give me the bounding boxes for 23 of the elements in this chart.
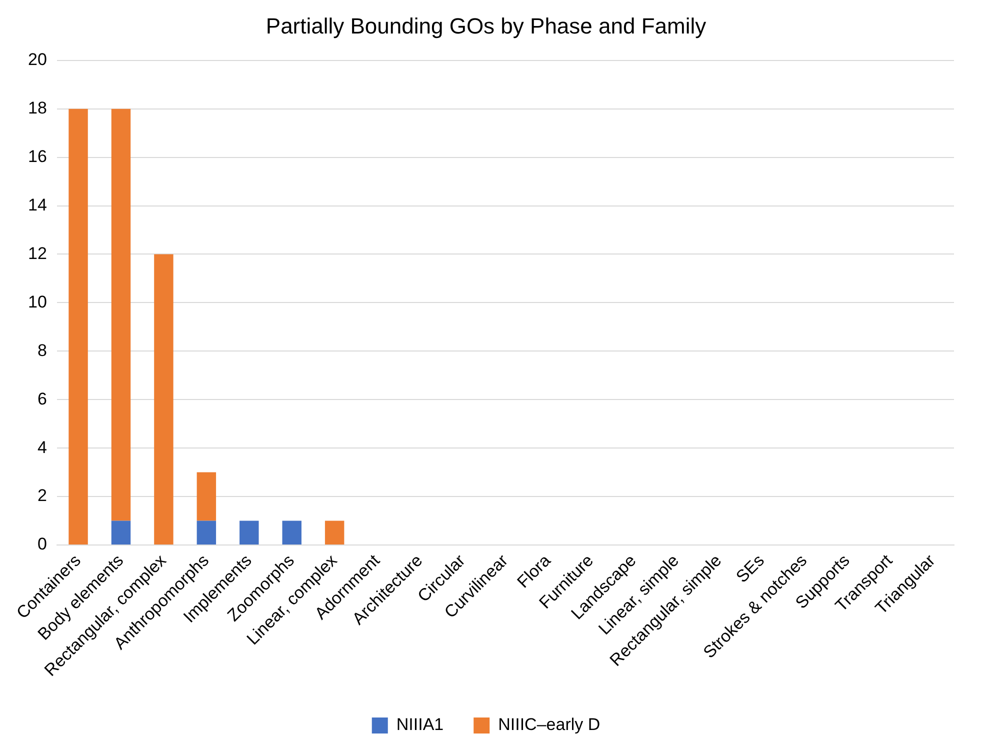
bar — [154, 254, 174, 544]
bar — [324, 520, 344, 544]
chart-title: Partially Bounding GOs by Phase and Family — [266, 13, 706, 38]
bar — [196, 472, 216, 521]
bar — [68, 108, 88, 544]
y-tick-label: 6 — [37, 389, 47, 408]
y-tick-label: 2 — [37, 486, 47, 506]
y-tick-label: 18 — [28, 98, 47, 118]
y-tick-label: 16 — [28, 147, 47, 166]
bar — [111, 108, 131, 521]
y-tick-label: 4 — [37, 438, 47, 457]
bar — [282, 520, 302, 544]
y-tick-label: 12 — [28, 244, 47, 263]
y-tick-label: 0 — [37, 534, 47, 554]
y-tick-label: 20 — [28, 50, 47, 70]
legend-label: NIIIA1 — [396, 715, 444, 734]
bar — [111, 520, 131, 544]
bar — [196, 520, 216, 544]
legend-label: NIIIC–early D — [498, 715, 600, 734]
y-tick-label: 8 — [37, 340, 47, 360]
y-tick-label: 14 — [28, 195, 47, 214]
y-tick-label: 10 — [28, 292, 47, 312]
bar — [240, 520, 259, 544]
